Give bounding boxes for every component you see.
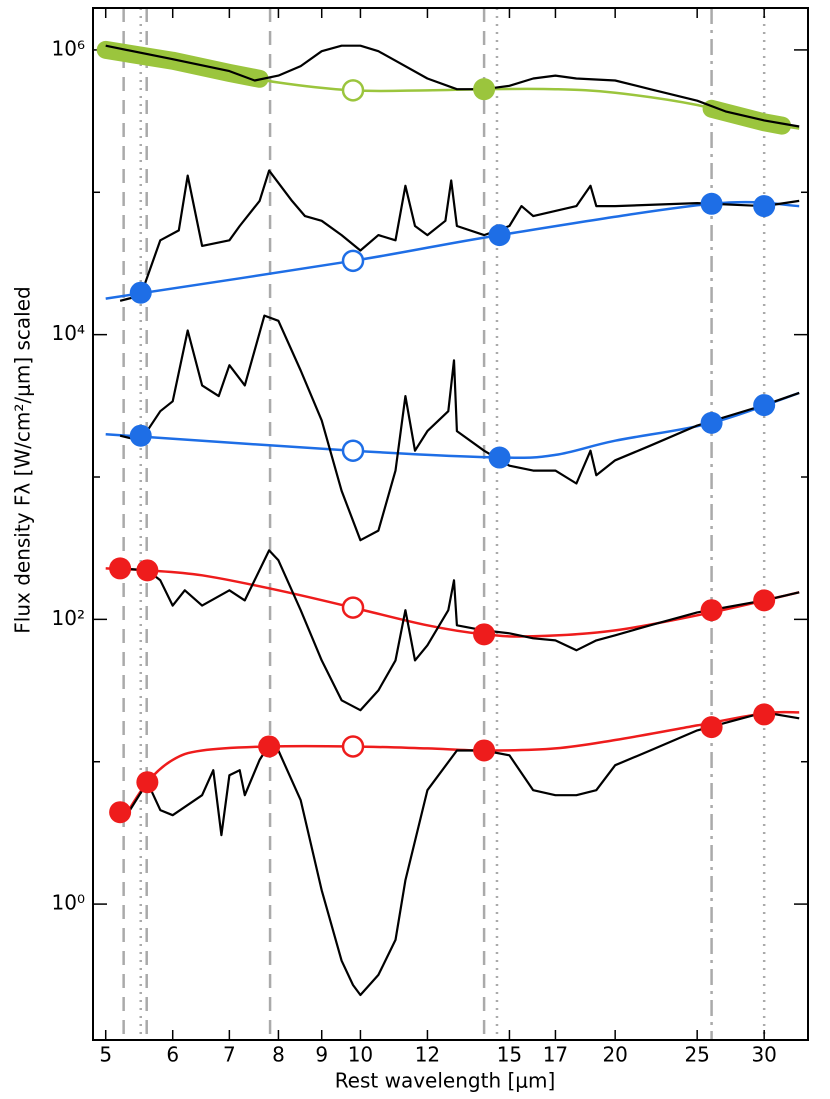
spectrum-line <box>105 44 800 128</box>
y-tick-label: 10⁶ <box>52 36 85 60</box>
anchor-point <box>473 78 496 101</box>
x-tick-label: 12 <box>415 1043 440 1067</box>
spectrum-line <box>120 549 800 712</box>
x-tick-label: 9 <box>315 1043 328 1067</box>
x-tick-label: 6 <box>166 1043 179 1067</box>
anchor-point-open <box>341 596 365 619</box>
x-tick-label: 30 <box>751 1043 776 1067</box>
anchor-point <box>473 623 496 646</box>
anchor-point-open <box>341 79 365 102</box>
anchor-point-open <box>341 439 365 462</box>
anchor-point <box>488 224 511 247</box>
anchor-point <box>129 281 152 304</box>
continuum-line <box>105 200 800 300</box>
spectrum-line <box>122 711 800 997</box>
plot-frame <box>92 7 809 1041</box>
anchor-point <box>700 599 723 622</box>
y-tick-label: 10⁴ <box>52 321 85 345</box>
anchor-point <box>700 192 723 215</box>
anchor-point <box>753 703 776 726</box>
y-tick-label: 10² <box>52 606 85 630</box>
anchor-point-open <box>341 735 365 758</box>
x-tick-label: 15 <box>497 1043 522 1067</box>
x-axis-label: Rest wavelength [μm] <box>335 1069 556 1093</box>
x-tick-label: 5 <box>99 1043 112 1067</box>
continuum-line <box>122 710 800 820</box>
spectrum-line <box>119 314 800 542</box>
anchor-point <box>129 424 152 447</box>
anchor-point <box>700 411 723 434</box>
x-tick-label: 25 <box>684 1043 709 1067</box>
anchor-point <box>753 195 776 218</box>
x-tick-label: 7 <box>223 1043 236 1067</box>
x-tick-label: 20 <box>602 1043 627 1067</box>
anchor-point <box>258 735 281 758</box>
anchor-point <box>753 394 776 417</box>
spectrum-line <box>119 169 800 302</box>
anchor-point <box>109 557 132 580</box>
anchor-point <box>488 446 511 469</box>
anchor-point-open <box>341 249 365 273</box>
anchor-point <box>700 716 723 739</box>
x-tick-label: 17 <box>543 1043 568 1067</box>
anchor-point <box>136 771 159 794</box>
anchor-point <box>109 801 132 824</box>
x-tick-label: 8 <box>272 1043 285 1067</box>
y-tick-label: 10⁰ <box>52 891 85 915</box>
anchor-point <box>136 559 159 582</box>
anchor-point <box>753 589 776 612</box>
x-tick-label: 10 <box>348 1043 373 1067</box>
y-axis-label: Flux density Fλ [W/cm²/μm] scaled <box>11 286 35 633</box>
anchor-point <box>473 739 496 762</box>
